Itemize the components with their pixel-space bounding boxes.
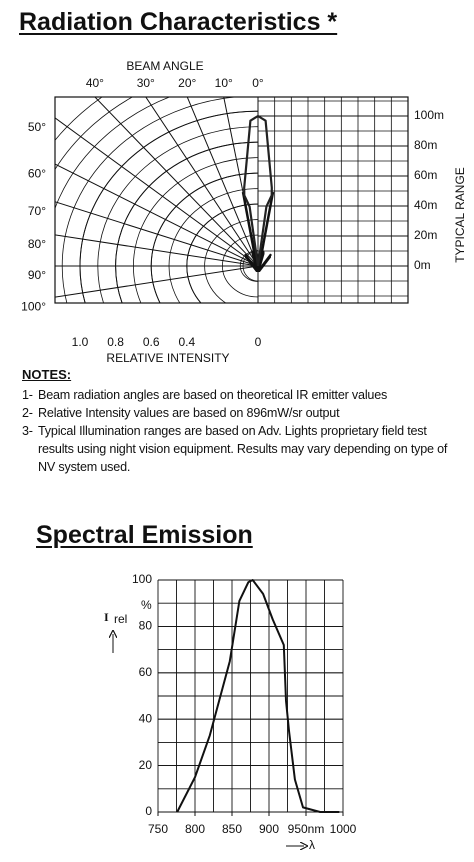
intensity-ring bbox=[79, 110, 258, 303]
arrow bbox=[260, 191, 275, 262]
angle-tick-label: 80° bbox=[28, 237, 46, 251]
beam-angle-label: BEAM ANGLE bbox=[126, 59, 203, 73]
angle-ray bbox=[55, 163, 258, 267]
angle-tick-label: 90° bbox=[28, 268, 46, 282]
note-text: Beam radiation angles are based on theor… bbox=[38, 388, 388, 402]
angle-tick-label: 60° bbox=[28, 166, 46, 180]
notes-heading: NOTES: bbox=[22, 367, 72, 382]
plot-frame bbox=[54, 96, 409, 304]
range-tick-label: 80m bbox=[414, 138, 437, 152]
emission-curve bbox=[176, 579, 340, 813]
angle-ray bbox=[55, 234, 258, 267]
y-tick-label: 20 bbox=[139, 758, 153, 772]
ring bbox=[61, 97, 239, 303]
range-label: TYPICAL RANGE bbox=[453, 167, 467, 263]
note-text: Relative Intensity values are based on 8… bbox=[38, 406, 340, 420]
intensity-tick-label: 0 bbox=[255, 335, 262, 349]
title: Spectral Emission bbox=[36, 521, 253, 549]
intensity-tick-label: 0.8 bbox=[107, 335, 124, 349]
ring bbox=[242, 250, 258, 282]
x-tick-label: 950nm bbox=[288, 822, 325, 836]
angle-tick-label: 100° bbox=[21, 299, 46, 313]
note-text: Typical Illumination ranges are based on… bbox=[38, 424, 448, 474]
x-tick-label: 1000 bbox=[330, 822, 357, 836]
angle-ray bbox=[223, 97, 258, 267]
note-item: 2- Relative Intensity values are based on… bbox=[22, 404, 462, 422]
angle-ray bbox=[55, 265, 258, 298]
beam-pattern bbox=[243, 114, 273, 267]
angle-ray bbox=[55, 117, 258, 267]
angle-ray bbox=[94, 97, 258, 267]
x-tick-label: 800 bbox=[185, 822, 205, 836]
ring bbox=[204, 219, 258, 303]
arrow bbox=[241, 191, 256, 262]
angle-tick-label: 0° bbox=[252, 76, 264, 90]
range-tick-label: 20m bbox=[414, 228, 437, 242]
intensity-label: RELATIVE INTENSITY bbox=[106, 351, 229, 365]
intensity-tick-label: 0.4 bbox=[178, 335, 195, 349]
angle-tick-label: 50° bbox=[28, 120, 46, 134]
y-tick-label: 100 bbox=[132, 572, 152, 586]
note-number: 3- bbox=[22, 424, 33, 438]
intensity-ring bbox=[115, 141, 258, 303]
intensity-tick-label: 1.0 bbox=[72, 335, 89, 349]
note-number: 2- bbox=[22, 406, 33, 420]
angle-tick-label: 20° bbox=[178, 76, 196, 90]
ring bbox=[97, 126, 258, 303]
angle-ray bbox=[186, 97, 258, 267]
y-tick-label: 40 bbox=[139, 711, 153, 725]
intensity-ring bbox=[186, 203, 258, 303]
angle-tick-label: 10° bbox=[215, 76, 233, 90]
y-label: I bbox=[104, 610, 109, 624]
range-tick-label: 100m bbox=[414, 108, 444, 122]
ring bbox=[168, 188, 258, 303]
angle-tick-label: 70° bbox=[28, 204, 46, 218]
angle-tick-label: 40° bbox=[86, 76, 104, 90]
notes: NOTES: 1- Beam radiation angles are based… bbox=[22, 366, 462, 476]
range-tick-label: 40m bbox=[414, 198, 437, 212]
angle-ray bbox=[145, 97, 258, 267]
y-label-sub: rel bbox=[114, 612, 127, 626]
angle-ray bbox=[55, 201, 258, 267]
angle-tick-label: 30° bbox=[137, 76, 155, 90]
y-unit: % bbox=[141, 598, 152, 612]
x-tick-label: 850 bbox=[222, 822, 242, 836]
y-tick-label: 0 bbox=[145, 804, 152, 818]
title: Radiation Characteristics * bbox=[19, 8, 338, 36]
x-tick-label: 900 bbox=[259, 822, 279, 836]
range-tick-label: 0m bbox=[414, 258, 431, 272]
x-label: λ bbox=[309, 838, 315, 852]
y-tick-label: 80 bbox=[139, 619, 153, 633]
note-number: 1- bbox=[22, 388, 33, 402]
y-tick-label: 60 bbox=[139, 665, 153, 679]
x-tick-label: 750 bbox=[148, 822, 168, 836]
note-item: 1- Beam radiation angles are based on the… bbox=[22, 386, 462, 404]
note-item: 3- Typical Illumination ranges are based … bbox=[22, 422, 462, 476]
intensity-ring bbox=[150, 172, 258, 303]
intensity-tick-label: 0.6 bbox=[143, 335, 160, 349]
range-tick-label: 60m bbox=[414, 168, 437, 182]
